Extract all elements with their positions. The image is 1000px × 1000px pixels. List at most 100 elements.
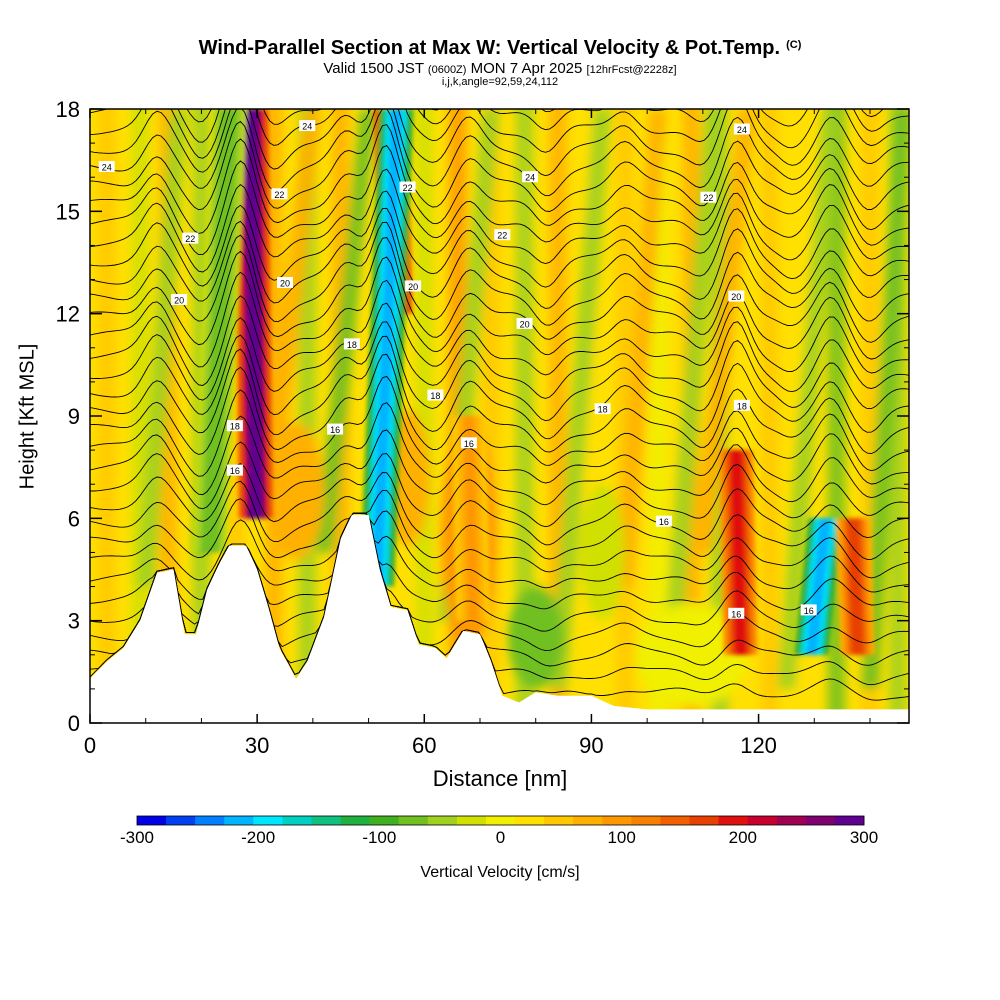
colorbar-swatch bbox=[776, 816, 807, 825]
colorbar-swatch bbox=[485, 816, 516, 825]
x-axis-label: Distance [nm] bbox=[432, 766, 568, 791]
contour-label: 20 bbox=[405, 280, 422, 292]
contour-label-bg bbox=[171, 294, 188, 305]
valid-prefix: Valid 1500 JST bbox=[323, 60, 424, 77]
colorbar-swatch bbox=[224, 816, 254, 825]
theta-contour bbox=[90, 321, 909, 422]
field-blob bbox=[580, 484, 625, 621]
colorbar-swatch bbox=[747, 816, 778, 825]
theta-contour bbox=[90, 236, 909, 346]
theta-contour bbox=[90, 145, 909, 256]
contour-label-bg bbox=[733, 123, 750, 135]
contour-label: 24 bbox=[522, 171, 539, 183]
contour-label-text: 24 bbox=[302, 122, 312, 132]
colorbar-swatch bbox=[544, 816, 574, 825]
y-tick-label: 18 bbox=[56, 97, 80, 122]
contour-label: 22 bbox=[271, 188, 288, 200]
contour-label: 22 bbox=[399, 181, 416, 193]
colorbar-swatch bbox=[340, 816, 371, 825]
field-column bbox=[97, 109, 116, 723]
chart-title: Wind-Parallel Section at Max W: Vertical… bbox=[0, 37, 1000, 60]
theta-contour bbox=[90, 109, 909, 159]
contour-label-bg bbox=[733, 399, 750, 411]
field-blob bbox=[268, 422, 324, 560]
theta-contour bbox=[90, 489, 909, 560]
contour-label-text: 18 bbox=[347, 340, 357, 350]
y-tick-label: 0 bbox=[68, 711, 80, 736]
contour-label-bg bbox=[728, 290, 745, 302]
y-tick-label: 3 bbox=[68, 609, 80, 634]
contour-label-text: 16 bbox=[230, 466, 240, 476]
contour-label-text: 18 bbox=[737, 401, 747, 411]
colorbar-swatch bbox=[166, 816, 196, 825]
theta-contour bbox=[90, 429, 909, 510]
contour-label-bg bbox=[399, 181, 416, 193]
field-column bbox=[415, 109, 434, 723]
theta-contour bbox=[90, 109, 909, 197]
contour-label-text: 18 bbox=[230, 422, 240, 432]
contour-label-bg bbox=[427, 389, 444, 401]
contour-label: 20 bbox=[728, 290, 745, 302]
colorbar-tick-label: 0 bbox=[496, 828, 505, 847]
contour-label-text: 22 bbox=[703, 193, 713, 203]
x-tick-label: 0 bbox=[84, 733, 96, 758]
contour-label-bg bbox=[299, 120, 316, 132]
contour-label-text: 16 bbox=[659, 517, 669, 527]
updraft-core bbox=[730, 450, 747, 655]
downdraft-core bbox=[805, 518, 832, 655]
x-tick-label: 120 bbox=[740, 733, 777, 758]
field-blob bbox=[636, 603, 748, 706]
contour-label-text: 16 bbox=[464, 439, 474, 449]
theta-contour bbox=[90, 353, 909, 455]
theta-contour bbox=[90, 109, 909, 143]
updraft-core bbox=[847, 518, 864, 655]
contour-label-text: 20 bbox=[731, 292, 741, 302]
colorbar-swatch bbox=[718, 816, 749, 825]
contour-label-bg bbox=[271, 188, 288, 200]
downdraft-core bbox=[371, 109, 403, 587]
contour-label-bg bbox=[405, 280, 422, 292]
contour-label-bg bbox=[728, 607, 745, 619]
chart-subtitle: Valid 1500 JST (0600Z) MON 7 Apr 2025 [1… bbox=[0, 60, 1000, 77]
theta-contour bbox=[90, 256, 909, 368]
contour-label: 16 bbox=[655, 515, 672, 527]
field-wave-band bbox=[777, 109, 840, 689]
contour-label-text: 20 bbox=[280, 279, 290, 289]
theta-contour bbox=[90, 472, 909, 546]
colorbar-swatch bbox=[602, 816, 632, 825]
contour-label-bg bbox=[182, 232, 199, 244]
contour-label-bg bbox=[700, 191, 717, 203]
colorbar-swatch bbox=[195, 816, 225, 825]
updraft-core bbox=[245, 109, 262, 519]
contour-label: 24 bbox=[98, 161, 115, 173]
y-tick-label: 9 bbox=[68, 404, 80, 429]
colorbar: -300 -200 -100 0 100 200 300 bbox=[120, 815, 878, 847]
indices-line: i,j,k,angle=92,59,24,112 bbox=[441, 76, 559, 88]
y-tick-label: 15 bbox=[56, 199, 80, 224]
theta-contour bbox=[90, 279, 909, 386]
field-wave-band bbox=[861, 109, 909, 689]
colorbar-swatch bbox=[311, 816, 341, 825]
colorbar-tick-label: -100 bbox=[362, 828, 396, 847]
theta-contour bbox=[90, 510, 909, 581]
colorbar-tick-label: -200 bbox=[241, 828, 275, 847]
contour-label-bg bbox=[460, 437, 477, 449]
colorbar-swatch bbox=[631, 816, 661, 825]
contour-label-text: 22 bbox=[274, 190, 284, 200]
contour-label-bg bbox=[226, 464, 243, 476]
theta-contour bbox=[186, 109, 884, 123]
contour-label: 22 bbox=[494, 229, 511, 241]
contour-label: 18 bbox=[226, 420, 243, 432]
colorbar-tick-label: 300 bbox=[850, 828, 878, 847]
colorbar-swatch bbox=[689, 816, 719, 825]
contour-label-text: 24 bbox=[102, 163, 112, 173]
theta-contour bbox=[90, 124, 909, 234]
contour-label-text: 24 bbox=[737, 125, 747, 135]
contour-label-bg bbox=[327, 423, 344, 435]
contour-label-text: 20 bbox=[408, 282, 418, 292]
x-tick-label: 30 bbox=[245, 733, 269, 758]
field-blob bbox=[507, 586, 564, 689]
theta-contour bbox=[90, 221, 909, 326]
field-wave-band bbox=[264, 109, 322, 485]
